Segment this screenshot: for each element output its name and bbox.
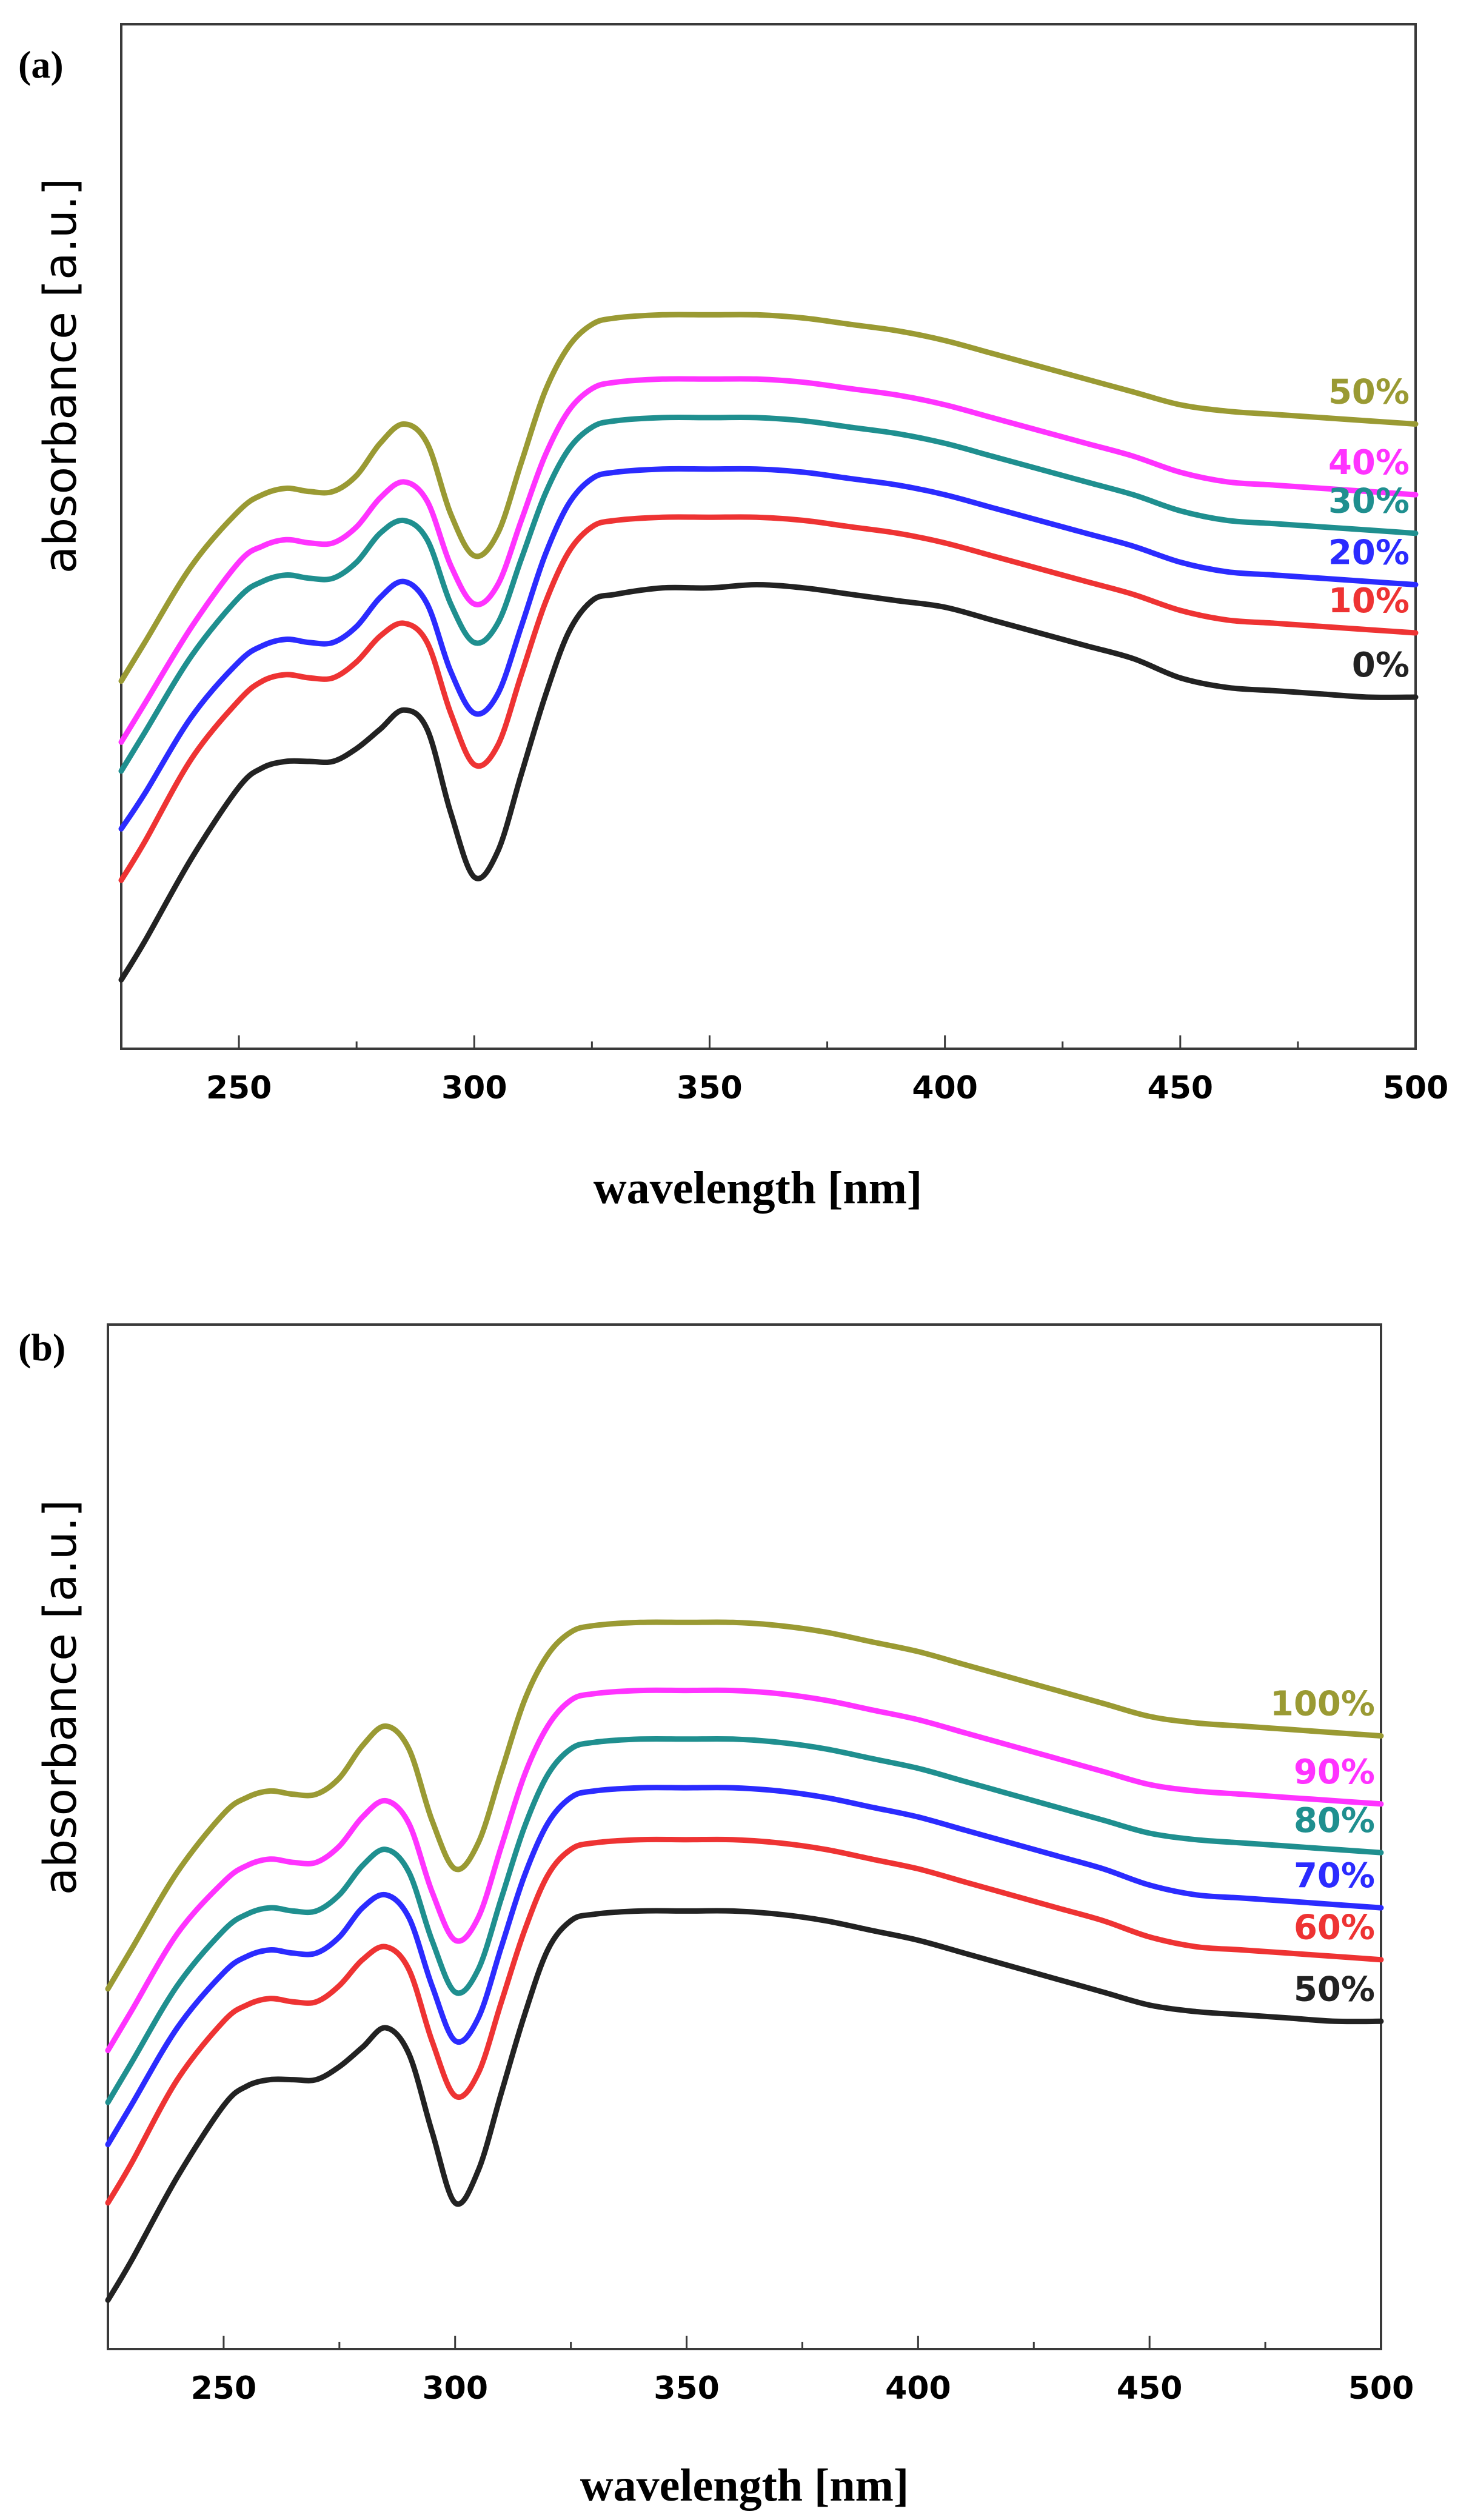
series-labels-b: 50% 60% 70% 80% 90% 100% [1270, 1685, 1375, 2010]
series-line-b-50pct [105, 1908, 1384, 2303]
series-line-a-30pct [118, 415, 1419, 774]
x-axis-title-a: wavelength [nm] [594, 1163, 923, 1214]
series-line-b-80pct [105, 1736, 1384, 2105]
series-label-b-70pct: 70% [1294, 1856, 1375, 1896]
series-line-a-10pct [118, 514, 1419, 883]
x-tick-label-b-350: 350 [654, 2370, 720, 2407]
series-label-a-50pct: 50% [1328, 373, 1410, 412]
x-tick-label-b-250: 250 [191, 2370, 257, 2407]
series-line-b-100pct [105, 1619, 1384, 1992]
series-lines-a [118, 312, 1419, 983]
x-tick-label-b-450: 450 [1117, 2370, 1183, 2407]
y-axis-title-a: absorbance [a.u.] [35, 178, 87, 574]
series-label-a-40pct: 40% [1328, 443, 1410, 483]
x-tick-label-a-400: 400 [912, 1070, 978, 1106]
series-line-a-40pct [118, 376, 1419, 745]
chart-panel-b: (b) absorbance [a.u.] 250 300 350 400 450 500… [18, 1323, 1414, 2511]
series-labels-a: 0% 10% 20% 30%40% 50% [1328, 373, 1410, 686]
series-label-a-0pct: 0% [1352, 646, 1410, 685]
series-lines-b [105, 1619, 1384, 2303]
panel-label-a: (a) [18, 43, 64, 86]
series-line-b-60pct [105, 1836, 1384, 2206]
series-line-b-90pct [105, 1687, 1384, 2053]
chart-panel-a: (a) absorbance [a.u.] 250 300 350 400 450 500… [18, 23, 1448, 1214]
y-axis-title-b: absorbance [a.u.] [35, 1500, 87, 1896]
x-axis-title-b: wavelength [nm] [580, 2460, 909, 2511]
x-tick-labels-a: 250 300 350 400 450 500 [206, 1070, 1448, 1106]
plot-frame-b [107, 1323, 1382, 2350]
series-line-a-0pct [118, 582, 1419, 983]
series-label-b-100pct: 100% [1270, 1685, 1375, 1724]
panel-label-b: (b) [18, 1326, 65, 1369]
x-tick-label-b-300: 300 [422, 2370, 488, 2407]
series-label-b-90pct: 90% [1294, 1753, 1375, 1792]
series-label-b-50pct: 50% [1294, 1970, 1375, 2009]
series-line-a-50pct [118, 312, 1419, 684]
x-tick-label-a-250: 250 [206, 1070, 272, 1106]
x-tick-label-a-450: 450 [1148, 1070, 1214, 1106]
series-line-b-70pct [105, 1785, 1384, 2148]
x-tick-labels-b: 250 300 350 400 450 500 [191, 2370, 1414, 2407]
plot-frame-a [120, 23, 1417, 1050]
series-label-a-30pct: 30% [1328, 482, 1410, 521]
series-label-a-10pct: 10% [1328, 581, 1410, 621]
x-tick-label-b-400: 400 [885, 2370, 951, 2407]
series-label-b-60pct: 60% [1294, 1908, 1375, 1948]
series-label-b-80pct: 80% [1294, 1801, 1375, 1840]
plot-area-b: 250 300 350 400 450 500 50% 60% 70% 80% 90% 100% [105, 1323, 1414, 2407]
x-tick-label-a-500: 500 [1383, 1070, 1449, 1106]
series-line-a-20pct [118, 466, 1419, 832]
x-ticks-b [107, 2336, 1382, 2349]
x-ticks-a [120, 1035, 1417, 1049]
x-tick-label-b-500: 500 [1348, 2370, 1414, 2407]
x-tick-label-a-300: 300 [441, 1070, 507, 1106]
x-tick-label-a-350: 350 [677, 1070, 743, 1106]
series-label-a-20pct: 20% [1328, 533, 1410, 573]
plot-area-a: 250 300 350 400 450 500 0% 10% 20% 30%40% 50% [118, 23, 1448, 1106]
